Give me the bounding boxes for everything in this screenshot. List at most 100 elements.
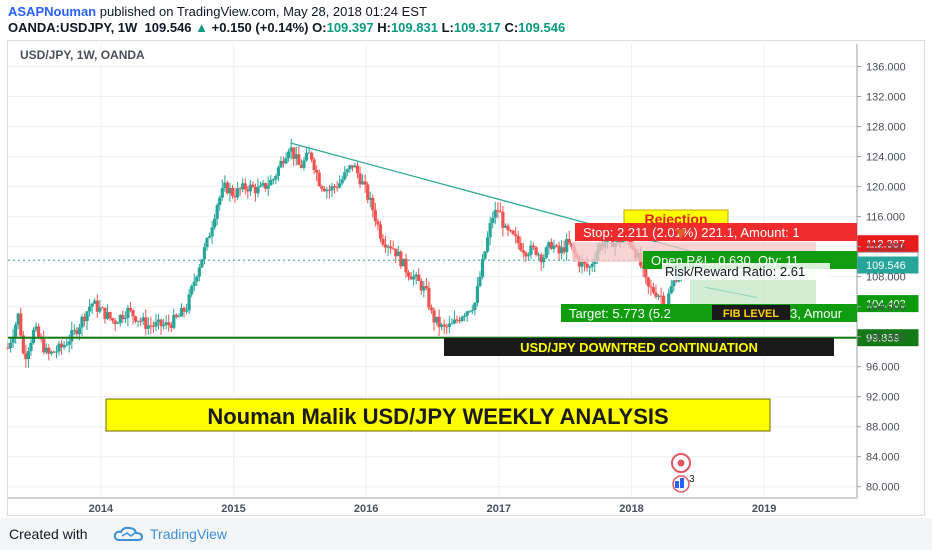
candle-body [80,316,84,328]
candle-body [646,277,650,287]
candle-body [26,351,31,360]
x-tick-label: 2019 [752,503,776,515]
low-value: 109.317 [453,20,501,35]
candle-body [276,167,281,176]
candle-body [29,342,33,352]
y-tick-label: 104.000 [866,302,906,314]
candle-body [131,310,135,317]
candle-body [93,300,97,304]
candle-body [52,351,56,353]
tradingview-brand-link[interactable]: TradingView [150,526,228,542]
candle-body [228,188,232,194]
candle-body [503,225,508,228]
candle-body [457,320,462,322]
y-tick-label: 88.000 [866,422,900,434]
candle-body [315,170,319,173]
candle-body [368,197,372,200]
candle-body [348,165,352,170]
candle-body [207,236,212,239]
candle-body [57,343,61,352]
candle-body [345,169,349,173]
candle-body [366,184,370,200]
stop-price-tag: 112.387 [866,239,905,251]
candle-body [470,310,474,312]
candle-body [651,287,656,293]
candle-body [656,295,661,297]
candle-body [8,342,13,349]
author-link[interactable]: ASAPNouman [8,4,97,19]
candle-body [70,330,74,342]
candle-body [644,268,648,278]
candle-body [674,280,678,282]
candle-body [537,254,541,256]
candle-body [304,153,309,161]
support-price-tag: 99.859 [866,333,900,345]
candle-body [294,154,298,159]
candle-body [463,315,467,317]
candle-body [419,280,423,291]
candle-body [220,188,224,198]
candles [6,138,686,368]
alert-icon[interactable] [671,453,691,473]
candle-body [325,189,329,192]
stop-label-box [575,223,857,241]
candle-body [376,221,380,225]
candle-body [480,258,485,277]
tradingview-cloud-icon [113,526,144,541]
candle-body [264,183,268,189]
target-label-tail: 3, Amour [790,306,843,321]
candle-body [524,252,528,257]
candle-body [493,210,497,218]
candle-body [353,165,357,168]
candle-body [544,247,548,258]
candle-body [190,285,194,295]
open-label: O: [312,20,327,35]
created-with-text: Created with [9,526,88,542]
last-price-tag: 109.546 [866,260,906,272]
high-label: H: [377,20,391,35]
x-tick-label: 2016 [354,503,378,515]
candle-body [394,248,398,257]
candle-body [75,329,79,335]
candle-body [450,323,454,325]
candle-body [552,245,556,249]
candle-body [361,181,365,185]
candle-body [223,182,227,189]
candle-body [144,317,148,329]
candle-body [496,210,500,212]
y-tick-label: 128.000 [866,122,906,134]
candle-body [141,317,145,322]
ideas-icon[interactable]: 3 [672,474,695,493]
y-tick-label: 132.000 [866,92,906,104]
candle-body [44,347,48,353]
y-tick-label: 112.000 [866,242,905,254]
candle-body [279,160,283,168]
candle-body [108,312,112,319]
candle-body [151,325,156,327]
candle-body [526,254,531,257]
candle-body [434,316,439,323]
candle-body [343,172,347,180]
candle-body [172,314,176,328]
candle-body [65,344,69,346]
candle-body [241,183,245,190]
candle-body [440,324,444,328]
candle-body [547,242,551,248]
stop-price-tag-box [857,235,919,253]
y-tick-label: 100.000 [866,332,906,344]
candle-body [422,286,426,291]
candle-body [506,225,510,231]
candle-body [445,326,449,328]
candle-body [6,347,10,349]
candle-body [516,235,520,244]
candle-body [287,151,291,158]
candle-body [251,184,255,187]
downtrend-label: USD/JPY DOWNTRED CONTINUATION [520,340,758,355]
candle-body [455,319,459,321]
candle-body [488,223,492,238]
candle-body [381,238,385,245]
price-change: +0.150 (+0.14%) [211,20,309,35]
candle-body [396,251,400,257]
candle-body [49,351,53,354]
